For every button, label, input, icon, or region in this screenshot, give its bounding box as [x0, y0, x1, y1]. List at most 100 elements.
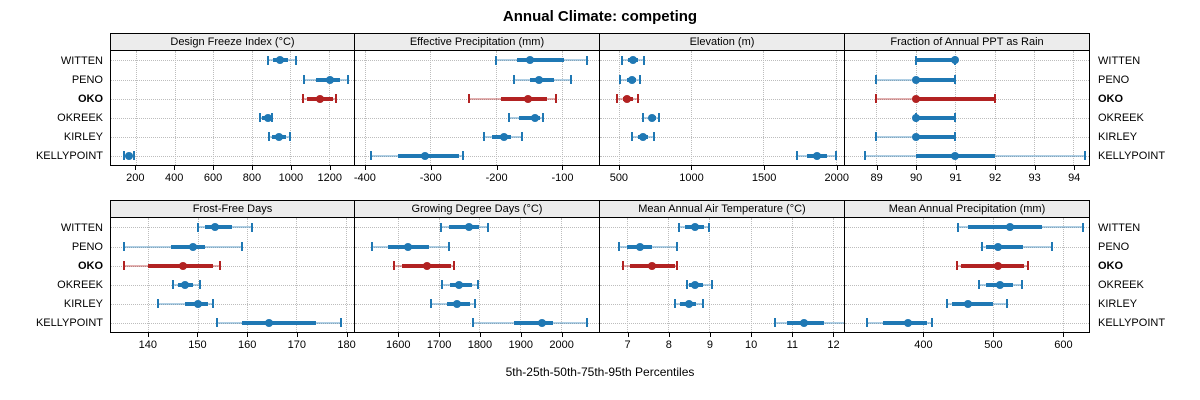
vertical-gridline [763, 51, 765, 165]
axis-tick-label: 10 [744, 339, 758, 351]
median-dot [421, 151, 430, 160]
whisker-end-cap [259, 113, 262, 122]
median-dot [911, 113, 920, 122]
vertical-gridline [1073, 51, 1075, 165]
whisker-end-cap [477, 280, 480, 289]
vertical-gridline [296, 218, 298, 332]
interquartile-band-25th-75th [170, 244, 206, 249]
interquartile-band-25th-75th [951, 301, 993, 306]
whisker-end-cap [981, 242, 984, 251]
axis-tick-label: 9 [706, 339, 713, 351]
axis-tick-label: 1700 [426, 339, 452, 351]
whisker-end-cap [452, 261, 455, 270]
horizontal-gridline [600, 60, 844, 62]
vertical-gridline [345, 218, 347, 332]
whisker-end-cap [1021, 280, 1024, 289]
axis-tick-mark [247, 333, 249, 337]
axis-tick-label: 12 [827, 339, 840, 351]
whisker-end-cap [677, 222, 680, 232]
median-dot [404, 242, 413, 251]
horizontal-gridline [600, 227, 844, 229]
panel-strip-label: Fraction of Annual PPT as Rain [845, 33, 1090, 51]
axis-tick-mark [709, 333, 711, 337]
horizontal-gridline [845, 246, 1089, 248]
panel-plot-area [600, 51, 845, 166]
whisker-end-cap [866, 318, 869, 327]
vertical-gridline [994, 51, 996, 165]
site-label: OKO [1098, 92, 1124, 105]
whisker-end-cap [521, 132, 524, 141]
vertical-gridline [174, 51, 176, 165]
axis-tick-mark [916, 166, 918, 170]
vertical-gridline [1062, 218, 1064, 332]
site-label: OKO [1098, 259, 1124, 272]
whisker-end-cap [441, 280, 444, 289]
axis-tick-label: 140 [138, 339, 157, 351]
vertical-gridline [835, 51, 837, 165]
axis-tick-mark [1074, 166, 1076, 170]
axis-tick-label: 1000 [278, 172, 304, 184]
median-dot [276, 56, 285, 65]
horizontal-gridline [845, 79, 1089, 81]
horizontal-gridline [600, 79, 844, 81]
panel-plot-area [845, 51, 1090, 166]
horizontal-gridline [600, 322, 844, 324]
horizontal-gridline [111, 265, 354, 267]
whisker-end-cap [157, 299, 160, 308]
horizontal-gridline [600, 284, 844, 286]
horizontal-gridline [355, 136, 599, 138]
interquartile-band-25th-75th [242, 320, 317, 325]
horizontal-gridline [355, 98, 599, 100]
vertical-gridline [148, 218, 150, 332]
whisker-end-cap [843, 318, 844, 327]
median-dot [537, 318, 546, 327]
site-label-column-left: WITTEN PENO OKO OKREEK KIRLEY KELLYPOINT [0, 33, 110, 190]
panel: Fraction of Annual PPT as Rain 89 90 91 92 93… [845, 33, 1090, 190]
axis-tick-label: 2000 [824, 172, 849, 184]
whisker-end-cap [271, 113, 274, 122]
axis-tick-mark [174, 166, 176, 170]
horizontal-gridline [600, 117, 844, 119]
whisker-end-cap [508, 113, 511, 122]
whisker-end-cap [370, 151, 373, 160]
panel-strip-label: Effective Precipitation (mm) [355, 33, 600, 51]
horizontal-gridline [111, 79, 354, 81]
whisker-end-cap [439, 222, 442, 232]
whisker-end-cap [513, 75, 516, 84]
median-dot [181, 280, 190, 289]
vertical-gridline [479, 218, 481, 332]
axis-tick-label: 1500 [751, 172, 777, 184]
vertical-gridline [915, 51, 917, 165]
interquartile-band-25th-75th [915, 115, 956, 120]
whisker-end-cap [472, 318, 475, 327]
interquartile-band-25th-75th [915, 77, 956, 82]
horizontal-gridline [355, 155, 599, 157]
whisker-end-cap [954, 132, 957, 141]
vertical-gridline [197, 218, 199, 332]
median-dot [635, 242, 644, 251]
vertical-gridline [691, 51, 693, 165]
panel-strip-label: Mean Annual Precipitation (mm) [845, 200, 1090, 218]
site-label: KIRLEY [1098, 131, 1138, 144]
whisker-end-cap [132, 151, 135, 160]
median-dot [263, 113, 272, 122]
whisker-end-cap [447, 242, 450, 251]
horizontal-gridline [355, 246, 599, 248]
median-dot [315, 94, 324, 103]
axis-tick-mark [955, 166, 957, 170]
axis-tick-mark [213, 166, 215, 170]
whisker-end-cap [569, 75, 572, 84]
axis-tick-label: 8 [665, 339, 672, 351]
panel-plot-area [110, 51, 355, 166]
x-axis: 7 8 9 10 11 12 [600, 333, 845, 357]
median-dot [691, 223, 700, 232]
axis-tick-mark [430, 166, 432, 170]
median-dot [963, 299, 972, 308]
horizontal-gridline [111, 60, 354, 62]
whisker-end-cap [708, 222, 711, 232]
median-dot [994, 261, 1003, 270]
axis-tick-label: 500 [984, 339, 1003, 351]
vertical-gridline [955, 51, 957, 165]
horizontal-gridline [111, 155, 354, 157]
site-label: WITTEN [1098, 54, 1141, 67]
